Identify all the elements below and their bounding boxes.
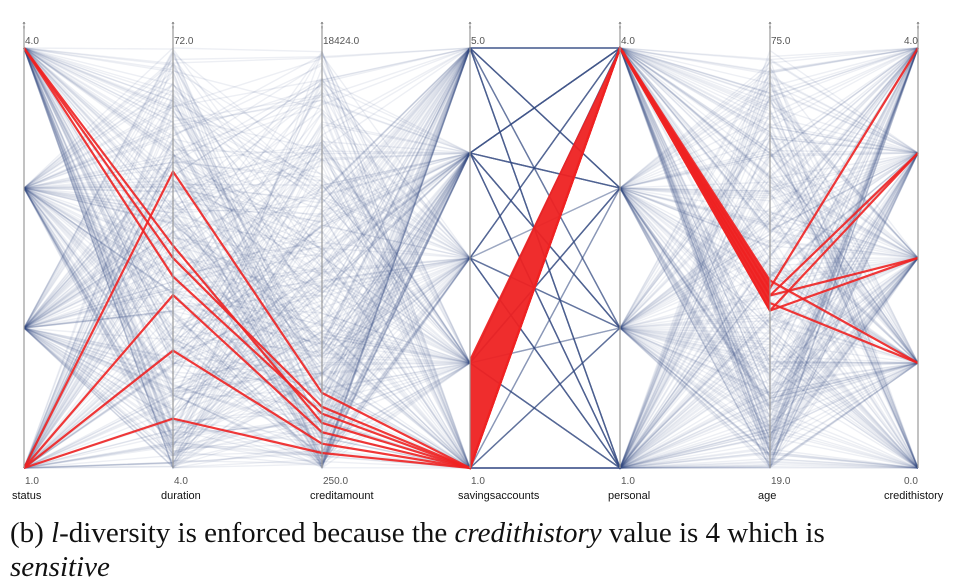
axis-min-label: 1.0 <box>621 476 635 487</box>
axis-max-label: 18424.0 <box>323 36 360 47</box>
axes: ↑ 4.0 1.0 status ↑ 72.0 4.0 duration ↑ 18424.0 250… <box>12 19 944 502</box>
caption-label: (b) <box>10 517 52 549</box>
chart-canvas: ↑ 4.0 1.0 status ↑ 72.0 4.0 duration ↑ 18424.0 250… <box>12 19 944 502</box>
caption-field: credithistory <box>454 517 602 549</box>
axis-name-label[interactable]: status <box>12 490 42 502</box>
axis-min-label: 4.0 <box>174 476 188 487</box>
axis-arrow-icon[interactable]: ↑ <box>467 19 473 31</box>
caption-text-1: -diversity is enforced because the <box>59 517 455 549</box>
axis-arrow-icon[interactable]: ↑ <box>767 19 773 31</box>
axis-max-label: 4.0 <box>25 36 39 47</box>
axis-name-label[interactable]: credithistory <box>884 490 944 502</box>
axis-arrow-icon[interactable]: ↑ <box>319 19 325 31</box>
axis-max-label: 4.0 <box>621 36 635 47</box>
caption-var: l <box>51 517 60 549</box>
axis-arrow-icon[interactable]: ↑ <box>617 19 623 31</box>
axis-name-label[interactable]: duration <box>161 490 201 502</box>
caption-text-3: sensitive <box>10 551 110 583</box>
parallel-coordinates-chart: ↑ 4.0 1.0 status ↑ 72.0 4.0 duration ↑ 18424.0 250… <box>12 19 944 502</box>
axis-min-label: 250.0 <box>323 476 348 487</box>
axis-min-label: 0.0 <box>904 476 918 487</box>
axis-min-label: 1.0 <box>471 476 485 487</box>
axis-max-label: 5.0 <box>471 36 485 47</box>
axis-max-label: 75.0 <box>771 36 791 47</box>
axis-arrow-icon[interactable]: ↑ <box>915 19 921 31</box>
axis-max-label: 4.0 <box>904 36 918 47</box>
axis-name-label[interactable]: savingsaccounts <box>458 490 540 502</box>
caption-text-2: value is 4 which is <box>601 517 825 549</box>
figure-caption: (b) l-diversity is enforced because the … <box>10 516 955 584</box>
axis-arrow-icon[interactable]: ↑ <box>170 19 176 31</box>
axis-name-label[interactable]: age <box>758 490 776 502</box>
highlighted-band <box>470 48 620 468</box>
axis-min-label: 1.0 <box>25 476 39 487</box>
axis-name-label[interactable]: creditamount <box>310 490 374 502</box>
axis-max-label: 72.0 <box>174 36 194 47</box>
axis-min-label: 19.0 <box>771 476 791 487</box>
axis-arrow-icon[interactable]: ↑ <box>21 19 27 31</box>
axis-name-label[interactable]: personal <box>608 490 650 502</box>
